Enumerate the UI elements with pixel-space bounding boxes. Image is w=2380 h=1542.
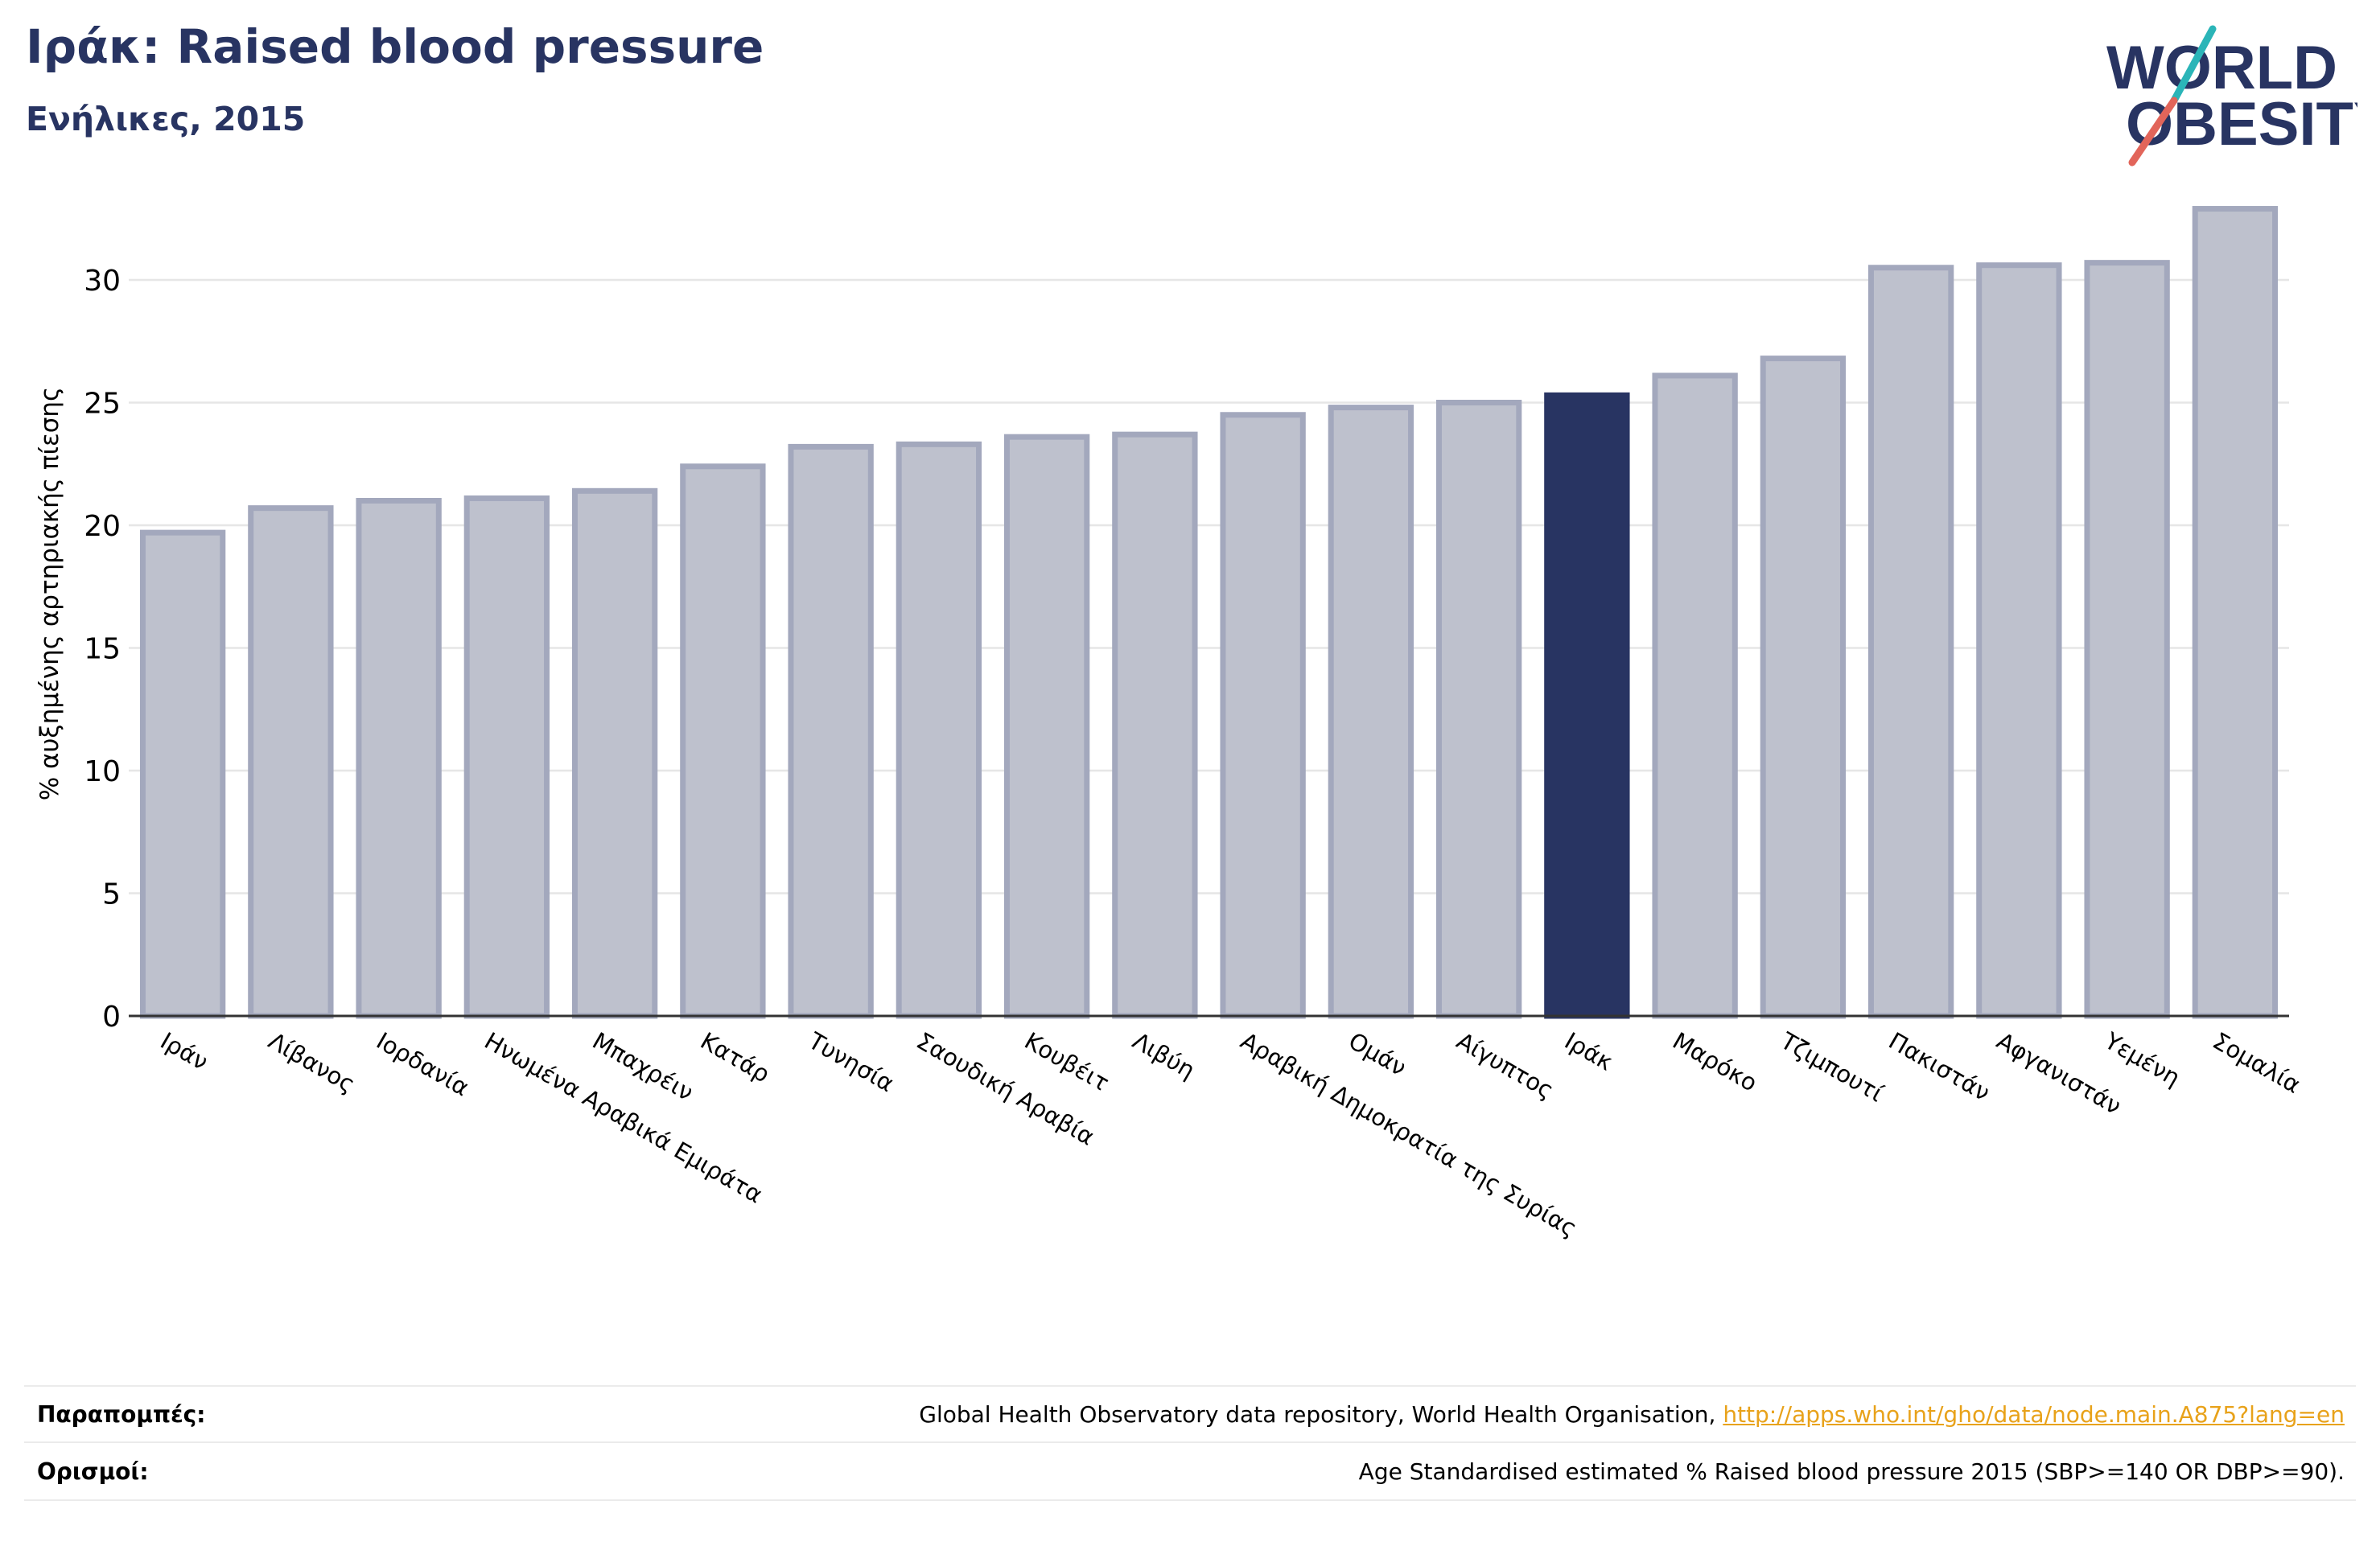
- footer-divider-middle: [24, 1441, 2356, 1443]
- y-axis-label: % αυξημένης αρτηριακής πίεσης: [35, 387, 64, 801]
- logo-line-2: OBESITY: [2126, 90, 2357, 158]
- x-tick-label: Αίγυπτος: [1452, 1027, 1559, 1104]
- logo-line-1: WORLD: [2106, 34, 2337, 102]
- references-text: Global Health Observatory data repositor…: [919, 1401, 2345, 1428]
- x-tick-label: Σαουδική Αραβία: [912, 1027, 1099, 1151]
- x-tick-label: Ιράκ: [1560, 1027, 1618, 1076]
- bar: [1435, 400, 1522, 1019]
- bar: [463, 495, 550, 1019]
- definitions-text: Age Standardised estimated % Raised bloo…: [1358, 1458, 2345, 1485]
- x-tick-label: Ιράν: [156, 1027, 213, 1076]
- bar: [896, 441, 982, 1019]
- footer-divider-top: [24, 1385, 2356, 1387]
- x-tick-label: Ιορδανία: [372, 1027, 474, 1102]
- chart-subtitle: Ενήλικες, 2015: [26, 100, 306, 138]
- chart-title: Ιράκ: Raised blood pressure: [26, 19, 764, 74]
- bar: [1003, 434, 1090, 1019]
- bar: [356, 498, 442, 1019]
- grid-layer: [129, 278, 2289, 894]
- footer-divider-bottom: [24, 1499, 2356, 1501]
- bar: [1976, 262, 2062, 1019]
- bar: [1652, 372, 1738, 1019]
- definitions-label: Ορισμοί:: [37, 1458, 149, 1485]
- logo-slash-coral: [2128, 97, 2178, 167]
- bar: [1328, 405, 1414, 1019]
- bar: [248, 505, 334, 1019]
- y-tick-label: 25: [84, 388, 121, 421]
- world-obesity-logo: WORLD OBESITY: [2106, 25, 2357, 167]
- bar: [139, 529, 226, 1019]
- x-tick-label: Τυνησία: [803, 1026, 899, 1097]
- references-link[interactable]: http://apps.who.int/gho/data/node.main.A…: [1723, 1401, 2345, 1428]
- bar: [1112, 431, 1198, 1019]
- references-source: Global Health Observatory data repositor…: [919, 1401, 1723, 1428]
- y-tick-label: 30: [84, 265, 121, 298]
- y-tick-label: 5: [102, 878, 121, 911]
- bar: [1760, 356, 1847, 1019]
- y-tick-label: 15: [84, 633, 121, 666]
- bar-highlight: [1544, 392, 1630, 1019]
- x-tick-label: Μαρόκο: [1668, 1027, 1762, 1097]
- x-tick-label: Κουβέιτ: [1020, 1027, 1114, 1097]
- x-tick-label: Λιβύη: [1128, 1027, 1200, 1084]
- x-tick-label: Τζιμπουτί: [1776, 1026, 1888, 1108]
- references-label: Παραπομπές:: [37, 1401, 206, 1428]
- x-tick-label: Ομάν: [1344, 1027, 1410, 1082]
- bar: [788, 443, 874, 1019]
- y-tick-label: 10: [84, 755, 121, 788]
- bars-layer: [139, 206, 2279, 1019]
- bar: [2084, 260, 2170, 1019]
- y-tick-label: 0: [102, 1001, 121, 1034]
- bar: [1220, 412, 1306, 1019]
- bar: [571, 487, 658, 1019]
- logo-slash-teal: [2170, 25, 2217, 105]
- x-tick-label: Σομαλία: [2208, 1027, 2305, 1099]
- x-tick-label: Λίβανος: [264, 1027, 360, 1099]
- x-tick-label: Υεμένη: [2099, 1026, 2184, 1092]
- bar: [680, 463, 766, 1019]
- x-tick-label: Κατάρ: [696, 1027, 775, 1088]
- bar: [2192, 206, 2279, 1019]
- bar: [1867, 265, 1954, 1019]
- x-tick-label: Πακιστάν: [1884, 1027, 1995, 1107]
- y-tick-label: 20: [84, 510, 121, 543]
